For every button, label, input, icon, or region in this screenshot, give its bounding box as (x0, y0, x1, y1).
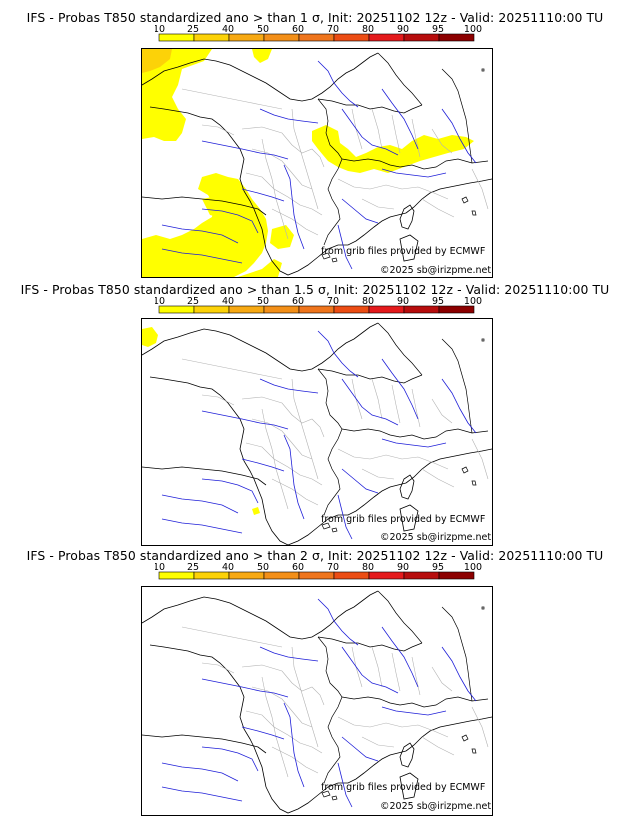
scale-tick-label: 10 (155, 24, 165, 35)
copyright-notice: ©2025 sb@irizpme.net (380, 265, 492, 276)
scale-tick-label: 70 (327, 296, 339, 307)
map-panel-2sigma: IFS - Probas T850 standardized ano > tha… (0, 548, 630, 828)
scale-swatch-50-60 (263, 33, 300, 42)
panel-title: IFS - Probas T850 standardized ano > tha… (26, 10, 604, 25)
source-credit: from grib files provided by ECMWF (321, 246, 486, 257)
scale-tick-label: 50 (257, 296, 269, 307)
scale-tick-label: 90 (397, 24, 409, 35)
scale-swatch-25-40 (193, 305, 230, 314)
color-scale-ticks: 10 25 40 50 60 70 80 90 95 100 (155, 562, 482, 573)
scale-swatch-60-70 (298, 571, 335, 580)
scale-swatch-95-100 (438, 305, 475, 314)
scale-swatch-80-90 (368, 305, 405, 314)
copyright-notice: ©2025 sb@irizpme.net (380, 532, 492, 543)
scale-swatch-80-90 (368, 571, 405, 580)
color-scale-ticks: 10 25 40 50 60 70 80 90 95 100 (155, 296, 482, 307)
probability-map (141, 318, 493, 546)
panel-title: IFS - Probas T850 standardized ano > tha… (26, 548, 604, 563)
color-scale-bar: 10 25 40 50 60 70 80 90 95 100 (155, 296, 482, 314)
scale-tick-label: 60 (292, 296, 304, 307)
scale-swatch-50-60 (263, 571, 300, 580)
scale-swatch-95-100 (438, 33, 475, 42)
scale-swatch-70-80 (333, 33, 370, 42)
scale-tick-label: 25 (187, 562, 199, 573)
probability-map (141, 586, 493, 816)
color-scale-swatches (158, 33, 475, 42)
scale-tick-label: 50 (257, 562, 269, 573)
scale-swatch-60-70 (298, 33, 335, 42)
scale-swatch-25-40 (193, 33, 230, 42)
scale-swatch-60-70 (298, 305, 335, 314)
scale-swatch-40-50 (228, 571, 265, 580)
scale-tick-label: 100 (464, 296, 482, 307)
scale-tick-label: 25 (187, 24, 199, 35)
scale-tick-label: 70 (327, 562, 339, 573)
scale-tick-label: 60 (292, 24, 304, 35)
source-credit: from grib files provided by ECMWF (321, 514, 486, 525)
scale-tick-label: 10 (155, 562, 165, 573)
scale-tick-label: 25 (187, 296, 199, 307)
scale-tick-label: 40 (222, 562, 234, 573)
scale-tick-label: 95 (432, 296, 444, 307)
probability-area-25-40 (142, 49, 172, 73)
scale-tick-label: 60 (292, 562, 304, 573)
scale-tick-label: 80 (362, 562, 374, 573)
source-credit: from grib files provided by ECMWF (321, 782, 486, 793)
scale-swatch-90-95 (403, 571, 440, 580)
color-scale-swatches (158, 571, 475, 580)
scale-tick-label: 95 (432, 562, 444, 573)
color-scale-bar: 10 25 40 50 60 70 80 90 95 100 (155, 562, 482, 580)
scale-tick-label: 80 (362, 24, 374, 35)
scale-swatch-70-80 (333, 571, 370, 580)
scale-tick-label: 100 (464, 562, 482, 573)
scale-tick-label: 50 (257, 24, 269, 35)
panel-title: IFS - Probas T850 standardized ano > tha… (20, 282, 610, 297)
scale-tick-label: 10 (155, 296, 165, 307)
scale-tick-label: 95 (432, 24, 444, 35)
map-panel-1sigma: IFS - Probas T850 standardized ano > tha… (0, 0, 630, 278)
map-panel-1-5sigma: IFS - Probas T850 standardized ano > tha… (0, 278, 630, 548)
scale-swatch-10-25 (158, 305, 195, 314)
copyright-notice: ©2025 sb@irizpme.net (380, 801, 492, 812)
scale-tick-label: 100 (464, 24, 482, 35)
scale-swatch-80-90 (368, 33, 405, 42)
scale-swatch-25-40 (193, 571, 230, 580)
scale-tick-label: 90 (397, 296, 409, 307)
scale-tick-label: 80 (362, 296, 374, 307)
scale-swatch-10-25 (158, 571, 195, 580)
scale-swatch-90-95 (403, 33, 440, 42)
probability-map (141, 48, 493, 278)
color-scale-swatches (158, 305, 475, 314)
scale-tick-label: 90 (397, 562, 409, 573)
color-scale-bar: 10 25 40 50 60 70 80 90 95 100 (155, 24, 482, 42)
scale-swatch-95-100 (438, 571, 475, 580)
scale-swatch-50-60 (263, 305, 300, 314)
scale-tick-label: 40 (222, 296, 234, 307)
scale-swatch-90-95 (403, 305, 440, 314)
scale-tick-label: 40 (222, 24, 234, 35)
scale-swatch-70-80 (333, 305, 370, 314)
probability-area-10-25 (142, 49, 474, 277)
scale-swatch-40-50 (228, 33, 265, 42)
color-scale-ticks: 10 25 40 50 60 70 80 90 95 100 (155, 24, 482, 35)
scale-swatch-10-25 (158, 33, 195, 42)
probability-area-10-25 (142, 327, 260, 515)
scale-swatch-40-50 (228, 305, 265, 314)
scale-tick-label: 70 (327, 24, 339, 35)
